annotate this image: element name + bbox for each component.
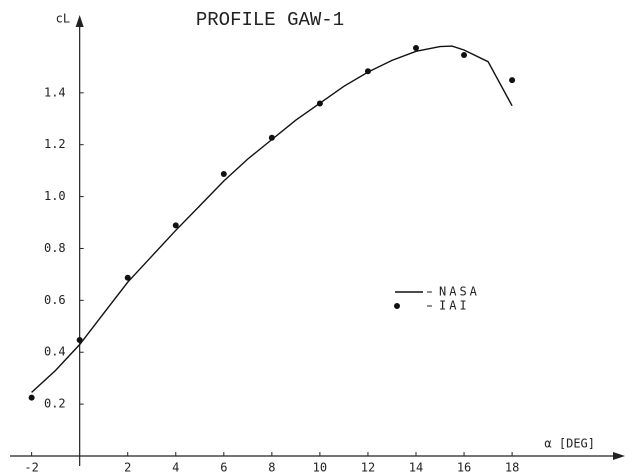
data-point <box>316 100 323 107</box>
legend-label: IAI <box>439 299 470 313</box>
x-tick-label: 18 <box>505 461 519 474</box>
y-tick-label: 0.6 <box>44 293 66 307</box>
data-point <box>76 337 83 344</box>
x-tick-label: 16 <box>457 461 471 474</box>
data-point <box>412 44 419 51</box>
y-tick-label: 1.0 <box>44 189 66 203</box>
y-tick-label: 0.8 <box>44 241 66 255</box>
y-tick-label: 0.4 <box>44 345 66 359</box>
x-tick-label: 6 <box>220 461 227 474</box>
legend-label: NASA <box>439 285 480 299</box>
data-point <box>364 68 371 75</box>
x-tick-label: 10 <box>313 461 327 474</box>
x-tick-label: 8 <box>268 461 275 474</box>
y-axis-arrow <box>75 15 84 27</box>
y-tick-label: 1.2 <box>44 137 66 151</box>
data-point <box>268 134 275 141</box>
x-tick-label: -2 <box>24 461 38 474</box>
nasa-curve <box>31 45 513 393</box>
x-tick-label: 4 <box>172 461 179 474</box>
data-point <box>509 77 516 84</box>
x-tick-label: 14 <box>409 461 423 474</box>
x-tick-label: 2 <box>124 461 131 474</box>
x-axis-arrow <box>613 452 625 460</box>
x-tick-label: 12 <box>361 461 375 474</box>
data-point <box>124 274 131 281</box>
data-point <box>220 171 227 178</box>
y-axis-label: cL <box>56 12 70 26</box>
y-tick-label: 0.2 <box>44 397 66 411</box>
x-axis-label: α [DEG] <box>544 437 595 451</box>
data-point <box>172 222 179 229</box>
data-point <box>28 394 35 401</box>
data-point <box>461 51 468 58</box>
y-tick-label: 1.4 <box>44 85 66 99</box>
legend-swatch <box>394 303 400 309</box>
chart-title: PROFILE GAW-1 <box>196 9 344 31</box>
